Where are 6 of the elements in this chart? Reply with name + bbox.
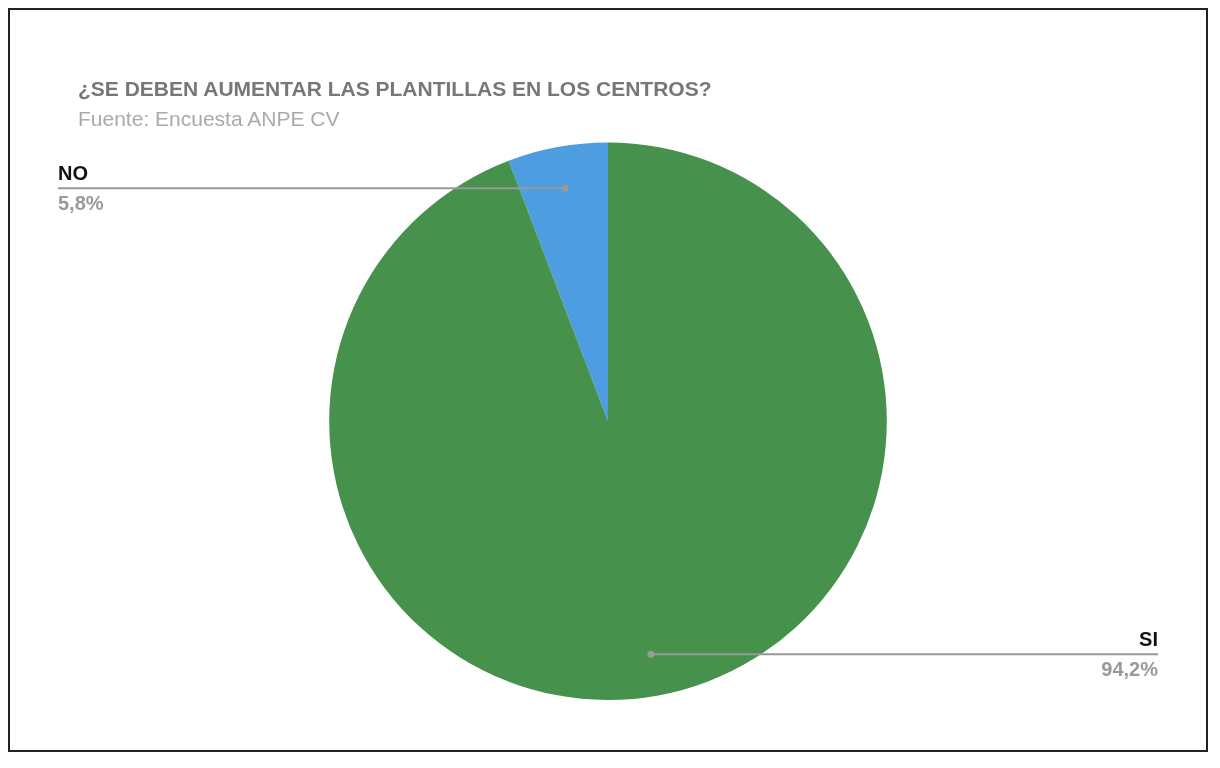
- chart-subtitle: Fuente: Encuesta ANPE CV: [78, 106, 340, 130]
- chart-title: ¿SE DEBEN AUMENTAR LAS PLANTILLAS EN LOS CENTROS?: [78, 77, 712, 101]
- data-label: 94,2%: [1101, 658, 1159, 681]
- slice-label: SI: [1139, 628, 1158, 651]
- slice-label: NO: [58, 162, 88, 185]
- data-label: 5,8%: [58, 192, 104, 215]
